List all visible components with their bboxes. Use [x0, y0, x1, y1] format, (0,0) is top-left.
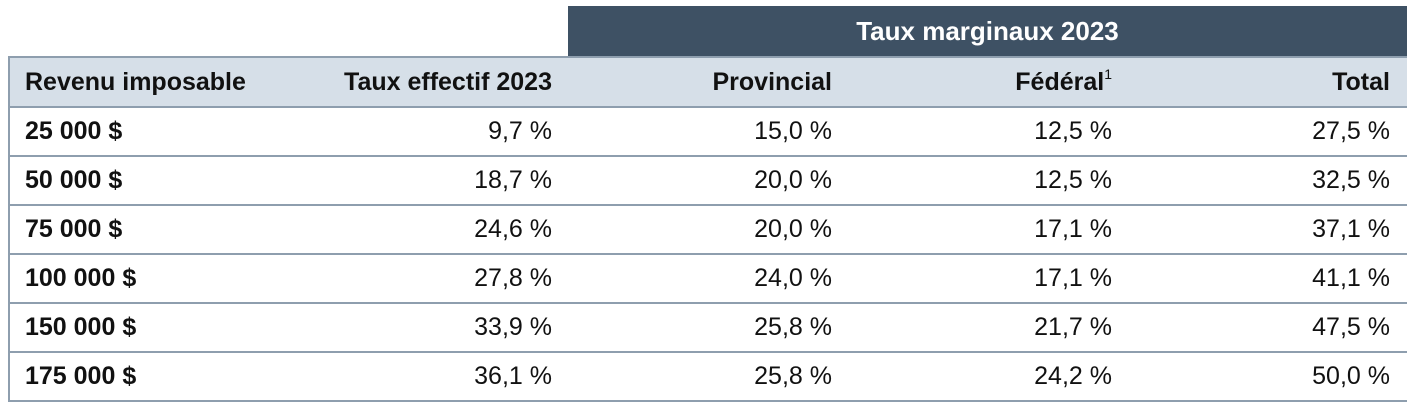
provincial-rate-cell: 20,0 %: [569, 205, 849, 255]
federal-rate-cell: 12,5 %: [849, 156, 1129, 206]
income-cell: 25 000 $: [8, 107, 299, 157]
total-rate-cell: 47,5 %: [1129, 303, 1407, 353]
federal-rate-cell: 21,7 %: [849, 303, 1129, 353]
income-cell: 50 000 $: [8, 156, 299, 206]
column-header-effective-rate: Taux effectif 2023: [299, 56, 569, 108]
income-cell: 75 000 $: [8, 205, 299, 255]
table-row: 100 000 $ 27,8 % 24,0 % 17,1 % 41,1 %: [8, 254, 1407, 304]
table-row: 150 000 $ 33,9 % 25,8 % 21,7 % 47,5 %: [8, 303, 1407, 353]
income-cell: 100 000 $: [8, 254, 299, 304]
effective-rate-cell: 36,1 %: [299, 352, 569, 402]
federal-label: Fédéral: [1015, 67, 1105, 96]
table-row: 175 000 $ 36,1 % 25,8 % 24,2 % 50,0 %: [8, 352, 1407, 402]
total-rate-cell: 50,0 %: [1129, 352, 1407, 402]
effective-rate-cell: 9,7 %: [299, 107, 569, 157]
provincial-rate-cell: 20,0 %: [569, 156, 849, 206]
column-header-income: Revenu imposable: [8, 56, 299, 108]
total-rate-cell: 37,1 %: [1129, 205, 1407, 255]
federal-rate-cell: 24,2 %: [849, 352, 1129, 402]
effective-rate-cell: 27,8 %: [299, 254, 569, 304]
marginal-rates-group-header: Taux marginaux 2023: [568, 6, 1407, 56]
column-header-total: Total: [1129, 56, 1407, 108]
table-row: 75 000 $ 24,6 % 20,0 % 17,1 % 37,1 %: [8, 205, 1407, 255]
total-rate-cell: 32,5 %: [1129, 156, 1407, 206]
total-rate-cell: 27,5 %: [1129, 107, 1407, 157]
effective-rate-cell: 24,6 %: [299, 205, 569, 255]
total-rate-cell: 41,1 %: [1129, 254, 1407, 304]
provincial-rate-cell: 15,0 %: [569, 107, 849, 157]
federal-rate-cell: 17,1 %: [849, 205, 1129, 255]
income-cell: 150 000 $: [8, 303, 299, 353]
column-header-federal: Fédéral1: [849, 56, 1129, 108]
header-row: Revenu imposable Taux effectif 2023 Prov…: [8, 56, 1407, 108]
table-body: 25 000 $ 9,7 % 15,0 % 12,5 % 27,5 % 50 0…: [8, 107, 1407, 402]
tax-rate-table: Revenu imposable Taux effectif 2023 Prov…: [8, 56, 1407, 402]
column-header-provincial: Provincial: [569, 56, 849, 108]
effective-rate-cell: 18,7 %: [299, 156, 569, 206]
provincial-rate-cell: 25,8 %: [569, 352, 849, 402]
federal-rate-cell: 12,5 %: [849, 107, 1129, 157]
provincial-rate-cell: 24,0 %: [569, 254, 849, 304]
table-header: Revenu imposable Taux effectif 2023 Prov…: [8, 56, 1407, 108]
table-row: 50 000 $ 18,7 % 20,0 % 12,5 % 32,5 %: [8, 156, 1407, 206]
footnote-marker: 1: [1104, 65, 1112, 82]
federal-rate-cell: 17,1 %: [849, 254, 1129, 304]
table-row: 25 000 $ 9,7 % 15,0 % 12,5 % 27,5 %: [8, 107, 1407, 157]
provincial-rate-cell: 25,8 %: [569, 303, 849, 353]
income-cell: 175 000 $: [8, 352, 299, 402]
effective-rate-cell: 33,9 %: [299, 303, 569, 353]
